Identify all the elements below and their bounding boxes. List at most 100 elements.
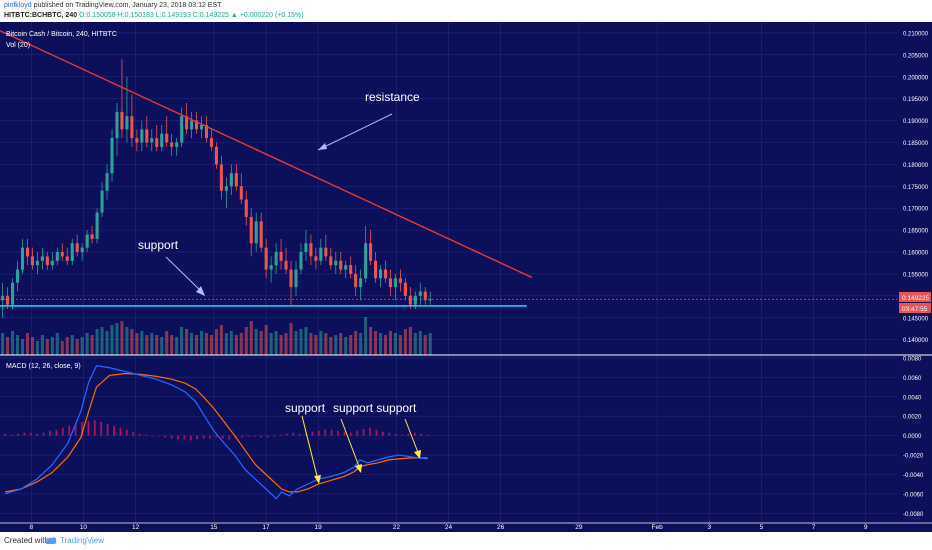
candles	[1, 59, 432, 318]
macd-arrow-3[interactable]	[404, 418, 420, 456]
histogram-bar	[317, 430, 320, 436]
candle-body	[403, 282, 407, 296]
current-price-badge	[899, 292, 931, 302]
candle-body	[344, 265, 348, 270]
author-link[interactable]: pinfkloyd	[4, 2, 32, 9]
histogram-bar	[61, 427, 64, 436]
histogram-bar	[388, 432, 391, 436]
candle-body	[294, 269, 298, 288]
macd-tick-label: 0.0000	[903, 434, 922, 440]
histogram-bar	[330, 429, 333, 436]
candle-body	[194, 120, 199, 130]
candle-body	[209, 138, 213, 147]
price-tick-label: 0.185000	[903, 141, 929, 147]
resistance-arrow[interactable]	[317, 113, 393, 151]
macd-tick-label: 0.0040	[903, 395, 922, 401]
current-price-label: 0.149225	[902, 295, 929, 302]
macd-support-annotation-1[interactable]: support	[285, 401, 326, 415]
candle-body	[364, 243, 368, 279]
histogram-bar	[247, 435, 250, 437]
histogram-bar	[106, 423, 109, 436]
histogram-bar	[100, 422, 103, 436]
candle-body	[214, 146, 218, 165]
macd-arrow-1[interactable]	[301, 415, 319, 481]
volume-bar	[20, 339, 25, 355]
volume-bar	[344, 337, 348, 355]
volume-bar	[6, 337, 10, 355]
tradingview-logo-icon[interactable]	[44, 535, 58, 547]
macd-line	[5, 364, 428, 500]
volume-bar	[408, 327, 412, 355]
volume-bar	[85, 333, 89, 355]
resistance-annotation[interactable]: resistance	[365, 90, 420, 104]
time-tick-label: 22	[393, 524, 401, 531]
histogram-bar	[266, 435, 269, 438]
change-readout: ▲ +0.000220 (+0.15%)	[230, 12, 304, 19]
volume-bar	[428, 333, 432, 355]
macd-axis[interactable]: 0.0080 0.0060 0.0040 0.0020 0.0000 -0.0020 -0.…	[903, 356, 924, 517]
time-tick-label: 7	[812, 524, 816, 531]
histogram-bar	[394, 433, 397, 436]
histogram-bar	[343, 431, 346, 436]
volume-bar	[378, 333, 383, 355]
resistance-trendline[interactable]	[0, 30, 533, 279]
price-axis[interactable]: 0.210000 0.205000 0.200000 0.195000 0.190000…	[903, 31, 929, 344]
price-tick-label: 0.155000	[903, 272, 929, 278]
histogram-bar	[157, 435, 160, 437]
histogram-bar	[337, 430, 339, 436]
volume-bar	[50, 337, 54, 355]
time-tick-label: 19	[315, 524, 323, 531]
candle-body	[35, 260, 39, 266]
histogram-bar	[381, 431, 384, 436]
candle-body	[234, 173, 238, 187]
volume-bars	[1, 317, 432, 355]
price-tick-label: 0.190000	[903, 119, 929, 125]
volume-bar	[294, 331, 298, 355]
tradingview-brand[interactable]: TradingView	[60, 536, 105, 545]
time-tick-label: 15	[210, 524, 218, 531]
macd-support-annotation-2[interactable]: support support	[333, 401, 417, 415]
chart-header: pinfkloyd published on TradingView.com, …	[0, 0, 932, 22]
time-tick-label: Feb	[652, 524, 664, 531]
candle-body	[254, 221, 258, 244]
histogram-bar	[375, 429, 378, 436]
histogram-bar	[113, 425, 115, 436]
time-tick-label: 29	[575, 524, 583, 531]
macd-arrow-2[interactable]	[340, 418, 361, 470]
volume-bar	[339, 333, 343, 355]
volume-bar	[239, 333, 243, 355]
candle-body	[170, 142, 174, 147]
histogram-bar	[177, 435, 179, 440]
price-tick-label: 0.210000	[903, 31, 929, 37]
candle-body	[185, 116, 189, 130]
volume-bar	[190, 333, 194, 355]
volume-bar	[354, 331, 358, 355]
candle-body	[249, 216, 253, 244]
histogram-bar	[55, 429, 58, 436]
candle-body	[284, 260, 288, 270]
candle-body	[229, 173, 233, 187]
time-tick-label: 8	[29, 524, 33, 531]
support-arrow[interactable]	[165, 256, 205, 295]
price-tick-label: 0.145000	[903, 316, 929, 322]
candle-body	[314, 256, 318, 261]
candle-body	[224, 186, 228, 191]
volume-bar	[274, 331, 278, 355]
histogram-bar	[164, 435, 167, 438]
candle-body	[135, 138, 139, 143]
candle-body	[150, 138, 154, 143]
candle-body	[140, 129, 144, 143]
candle-body	[418, 291, 422, 296]
countdown-label: 03:47:55	[902, 306, 928, 313]
support-annotation[interactable]: support	[138, 238, 179, 252]
chart-canvas[interactable]: Bitcoin Cash / Bitcoin, 240, HITBTC Vol …	[0, 22, 932, 532]
histogram-bar	[132, 431, 135, 436]
histogram-bar	[145, 434, 147, 436]
histogram-bar	[311, 431, 314, 436]
time-axis[interactable]: 8 10 12 15 17 19 22 24 26 29 Feb 3 5 7 9	[29, 524, 867, 531]
candle-body	[50, 260, 54, 266]
volume-bar	[214, 329, 218, 355]
volume-bar	[175, 337, 179, 355]
volume-bar	[234, 335, 238, 355]
macd-tick-label: -0.0060	[903, 492, 924, 498]
